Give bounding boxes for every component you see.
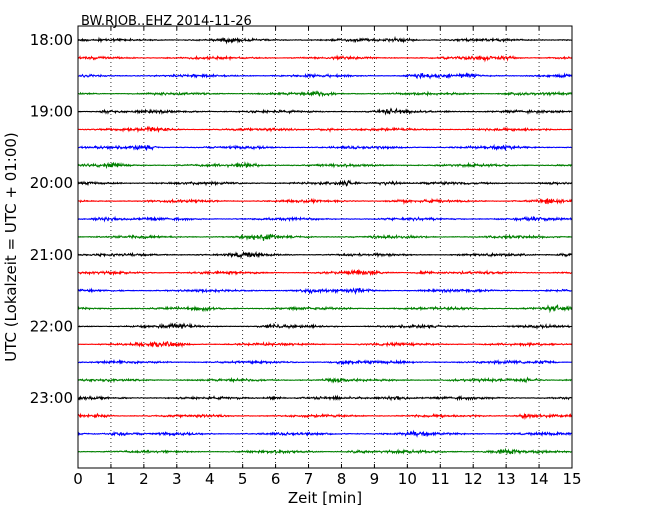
y-tick-label: 22:00 bbox=[30, 317, 73, 335]
x-tick-label: 4 bbox=[205, 470, 215, 488]
x-tick-label: 5 bbox=[238, 470, 248, 488]
trace-1930 bbox=[77, 143, 573, 152]
trace-2145 bbox=[77, 304, 573, 314]
x-tick-label: 12 bbox=[464, 470, 483, 488]
y-axis-label: UTC (Lokalzeit = UTC + 01:00) bbox=[2, 132, 20, 362]
y-tick-label: 21:00 bbox=[30, 246, 73, 264]
trace-1815 bbox=[77, 54, 573, 63]
x-tick-label: 11 bbox=[431, 470, 450, 488]
trace-1845 bbox=[77, 90, 573, 98]
trace-1800 bbox=[77, 35, 573, 45]
x-tick-label: 15 bbox=[562, 470, 581, 488]
trace-2130 bbox=[77, 287, 573, 295]
y-tick-label: 23:00 bbox=[30, 389, 73, 407]
trace-1945 bbox=[77, 161, 573, 170]
x-axis-label: Zeit [min] bbox=[288, 489, 362, 507]
x-tick-label: 9 bbox=[370, 470, 380, 488]
chart-title: BW.RJOB..EHZ 2014-11-26 bbox=[81, 14, 252, 29]
trace-2015 bbox=[77, 197, 573, 205]
grid-lines bbox=[110, 26, 540, 468]
x-tick-label: 13 bbox=[497, 470, 516, 488]
x-tick-label: 2 bbox=[139, 470, 149, 488]
trace-2345 bbox=[77, 447, 573, 455]
x-tick-label: 0 bbox=[73, 470, 83, 488]
x-tick-label: 10 bbox=[398, 470, 417, 488]
trace-1830 bbox=[77, 72, 573, 80]
trace-2300 bbox=[77, 394, 573, 402]
y-tick-label: 19:00 bbox=[30, 103, 73, 121]
y-tick-label: 18:00 bbox=[30, 31, 73, 49]
trace-2330 bbox=[77, 429, 573, 438]
trace-2230 bbox=[77, 358, 573, 366]
seismogram-traces bbox=[77, 35, 573, 455]
trace-2245 bbox=[77, 376, 573, 384]
trace-2315 bbox=[77, 412, 573, 420]
trace-1900 bbox=[77, 107, 573, 116]
trace-2115 bbox=[77, 268, 573, 277]
trace-2215 bbox=[77, 340, 573, 348]
y-tick-label: 20:00 bbox=[30, 174, 73, 192]
trace-2000 bbox=[77, 179, 573, 187]
trace-1915 bbox=[77, 125, 573, 134]
x-tick-label: 14 bbox=[530, 470, 549, 488]
trace-2030 bbox=[77, 215, 573, 223]
plot-frame bbox=[77, 25, 573, 469]
y-axis-ticks: 18:00 19:00 20:00 21:00 22:00 23:00 bbox=[30, 31, 82, 407]
x-tick-label: 3 bbox=[172, 470, 182, 488]
x-tick-label: 1 bbox=[106, 470, 116, 488]
trace-2100 bbox=[77, 250, 573, 260]
trace-2200 bbox=[77, 322, 573, 330]
x-tick-label: 8 bbox=[337, 470, 347, 488]
x-tick-label: 6 bbox=[271, 470, 281, 488]
trace-2045 bbox=[77, 233, 573, 241]
x-tick-label: 7 bbox=[304, 470, 314, 488]
x-axis-ticks: 0 1 2 3 4 5 6 7 8 9 10 11 12 13 14 15 bbox=[73, 26, 582, 488]
